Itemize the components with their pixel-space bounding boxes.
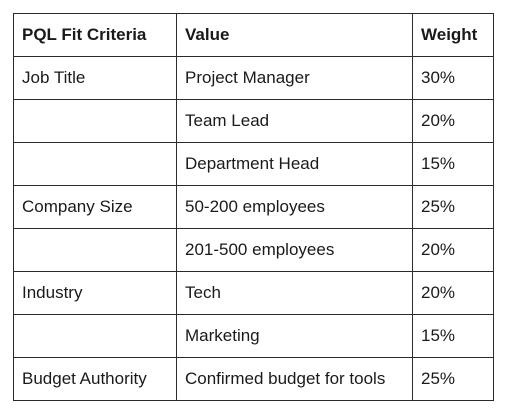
criteria-cell xyxy=(13,142,177,186)
value-cell: Marketing xyxy=(176,314,413,358)
header-weight: Weight xyxy=(412,13,494,57)
weight-cell: 25% xyxy=(412,357,494,401)
value-cell: Department Head xyxy=(176,142,413,186)
criteria-cell: Industry xyxy=(13,271,177,315)
value-cell: Project Manager xyxy=(176,56,413,100)
weight-cell: 25% xyxy=(412,185,494,229)
table-row: Industry Tech 20% xyxy=(13,271,494,315)
criteria-cell: Job Title xyxy=(13,56,177,100)
weight-cell: 20% xyxy=(412,228,494,272)
pql-fit-table-container: PQL Fit Criteria Value Weight Job Title … xyxy=(13,13,494,401)
table-row: Company Size 50-200 employees 25% xyxy=(13,185,494,229)
table-row: Department Head 15% xyxy=(13,142,494,186)
value-cell: Team Lead xyxy=(176,99,413,143)
weight-cell: 20% xyxy=(412,99,494,143)
criteria-cell: Budget Authority xyxy=(13,357,177,401)
weight-cell: 15% xyxy=(412,314,494,358)
weight-cell: 20% xyxy=(412,271,494,315)
criteria-cell xyxy=(13,228,177,272)
pql-fit-criteria-table: PQL Fit Criteria Value Weight Job Title … xyxy=(13,13,494,401)
criteria-cell: Company Size xyxy=(13,185,177,229)
header-criteria: PQL Fit Criteria xyxy=(13,13,177,57)
table-row: Budget Authority Confirmed budget for to… xyxy=(13,357,494,401)
criteria-cell xyxy=(13,314,177,358)
value-cell: Tech xyxy=(176,271,413,315)
weight-cell: 15% xyxy=(412,142,494,186)
weight-cell: 30% xyxy=(412,56,494,100)
table-header-row: PQL Fit Criteria Value Weight xyxy=(13,13,494,57)
criteria-cell xyxy=(13,99,177,143)
value-cell: 50-200 employees xyxy=(176,185,413,229)
value-cell: 201-500 employees xyxy=(176,228,413,272)
table-row: Marketing 15% xyxy=(13,314,494,358)
value-cell: Confirmed budget for tools xyxy=(176,357,413,401)
table-row: Job Title Project Manager 30% xyxy=(13,56,494,100)
header-value: Value xyxy=(176,13,413,57)
table-row: Team Lead 20% xyxy=(13,99,494,143)
table-row: 201-500 employees 20% xyxy=(13,228,494,272)
